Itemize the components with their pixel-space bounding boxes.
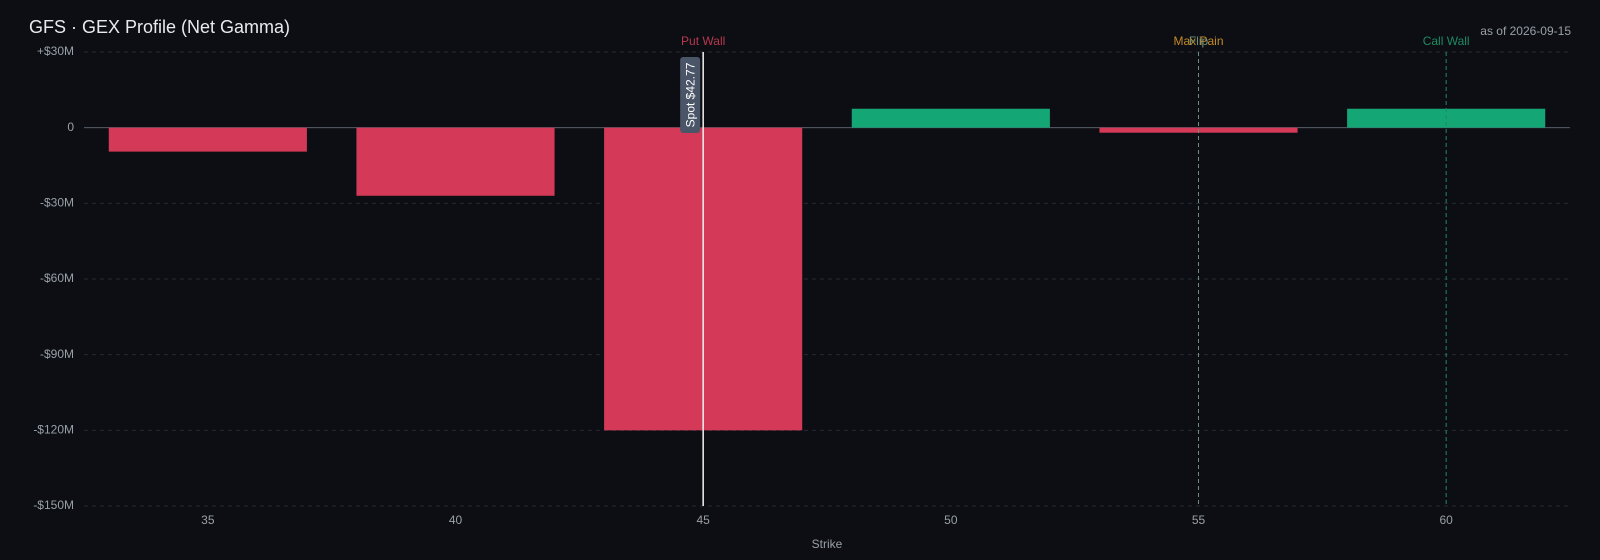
bar	[356, 127, 555, 196]
x-tick-label: 50	[944, 513, 958, 527]
x-axis-label: Strike	[812, 537, 843, 551]
x-tick-label: 45	[696, 513, 710, 527]
chart-title: GFS · GEX Profile (Net Gamma)	[29, 17, 290, 37]
marker-label: Max Pain	[1173, 34, 1223, 48]
x-tick-label: 35	[201, 513, 215, 527]
bar	[108, 127, 307, 152]
x-tick-label: 55	[1192, 513, 1206, 527]
spot-label-group: Spot $42.77	[680, 57, 701, 133]
y-tick-label: -$120M	[33, 423, 74, 437]
spot-label: Spot $42.77	[683, 62, 697, 127]
x-tick-label: 60	[1439, 513, 1453, 527]
marker-label: Call Wall	[1423, 34, 1470, 48]
x-tick-label: 40	[449, 513, 463, 527]
as-of-date: as of 2026-09-15	[1480, 24, 1571, 38]
bar	[851, 108, 1050, 128]
spot-label-box	[680, 57, 701, 133]
y-tick-label: +$30M	[37, 44, 74, 58]
y-tick-label: -$30M	[40, 196, 74, 210]
y-tick-label: -$150M	[33, 498, 74, 512]
y-tick-label: 0	[67, 120, 74, 134]
y-tick-label: -$60M	[40, 271, 74, 285]
marker-label: Put Wall	[681, 34, 725, 48]
marker-label: Flip	[1189, 34, 1209, 48]
y-tick-label: -$90M	[40, 347, 74, 361]
